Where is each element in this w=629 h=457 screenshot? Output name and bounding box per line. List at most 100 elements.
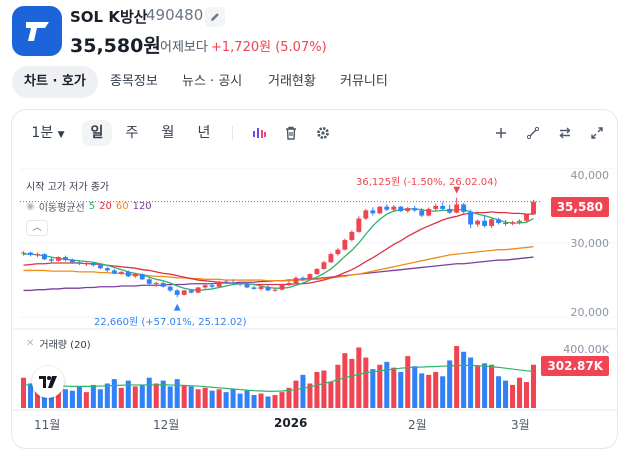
volume-bar: [69, 390, 75, 408]
volume-bar: [384, 361, 390, 408]
volume-bar: [475, 366, 481, 408]
candle-body: [279, 284, 285, 290]
period-month-button[interactable]: 월: [161, 125, 175, 141]
period-day-button[interactable]: 일: [82, 120, 112, 146]
candle-body: [28, 252, 33, 255]
volume-y-tick: 400.00K: [563, 343, 609, 356]
candle-body: [328, 254, 334, 263]
x-tick-mar: 3월: [511, 418, 530, 432]
volume-bar: [104, 383, 110, 408]
candle-body: [398, 206, 404, 212]
ma20-label: 20: [99, 201, 112, 212]
tab-community[interactable]: 커뮤니티: [340, 74, 388, 89]
candle-body: [76, 262, 82, 264]
candle-body: [118, 271, 124, 274]
volume-bar: [314, 371, 320, 408]
candle-body: [531, 201, 536, 215]
candle-body: [55, 257, 61, 261]
volume-bar: [328, 382, 334, 408]
interval-select[interactable]: 1분 ▼: [26, 120, 70, 146]
candle-body: [160, 283, 166, 287]
candle-body: [258, 286, 264, 289]
candle-body: [489, 219, 495, 226]
candle-body: [314, 268, 320, 275]
volume-bar: [83, 392, 89, 408]
volume-bar: [251, 395, 257, 408]
candle-body: [69, 260, 75, 263]
volume-bar: [412, 366, 418, 408]
candle-body: [104, 268, 110, 271]
candle-body: [384, 206, 390, 210]
close-icon[interactable]: ✕: [26, 338, 35, 349]
delete-button[interactable]: [280, 122, 302, 144]
candle-body: [286, 283, 292, 285]
tab-chart[interactable]: 차트 · 호가: [12, 66, 98, 98]
volume-bar: [356, 347, 362, 408]
indicator-button[interactable]: [248, 122, 270, 144]
draw-line-button[interactable]: [522, 122, 544, 144]
tradingview-logo[interactable]: [32, 366, 64, 398]
price-chart[interactable]: ▼▲: [12, 110, 617, 448]
crosshair-button[interactable]: [490, 122, 512, 144]
chevron-down-icon: ▼: [57, 130, 65, 140]
period-year-button[interactable]: 년: [197, 125, 211, 141]
volume-bar: [524, 382, 530, 408]
settings-button[interactable]: [312, 122, 334, 144]
collapse-legend-button[interactable]: ︿: [26, 220, 48, 236]
toolbar-divider: [232, 126, 233, 140]
fullscreen-icon: [591, 127, 603, 139]
volume-bar: [286, 387, 292, 408]
stock-code: 490480: [146, 6, 204, 24]
volume-bar: [503, 380, 509, 408]
volume-bar: [188, 386, 194, 408]
candle-body: [132, 274, 138, 277]
current-price: 35,580원: [70, 35, 161, 57]
y-tick-20000: 20,000: [570, 306, 610, 319]
high-annotation: 36,125원 (-1.50%, 26.02.04): [356, 177, 498, 188]
candle-body: [321, 262, 327, 269]
edit-button[interactable]: [205, 7, 225, 27]
fullscreen-button[interactable]: [586, 122, 608, 144]
candle-body: [272, 289, 278, 291]
candle-body: [35, 254, 40, 256]
ma60-line: [23, 246, 534, 282]
volume-bar: [167, 386, 173, 408]
volume-bar: [76, 386, 82, 408]
candle-body: [48, 259, 54, 261]
compare-button[interactable]: [554, 122, 576, 144]
volume-bar: [216, 389, 222, 408]
candle-body: [62, 257, 68, 261]
ma120-label: 120: [132, 201, 152, 212]
candle-body: [496, 219, 502, 223]
volume-bar: [62, 389, 68, 408]
chart-card: 1분 ▼ 일 주 월 년: [12, 110, 617, 448]
volume-bar: [118, 387, 124, 408]
candle-body: [90, 263, 96, 266]
tab-trading[interactable]: 거래현황: [268, 74, 316, 89]
volume-bar: [468, 357, 474, 408]
draw-line-icon: [526, 126, 540, 140]
volume-bar: [125, 380, 131, 408]
volume-bar: [195, 389, 201, 408]
eye-off-icon[interactable]: ◉: [26, 201, 35, 212]
candle-body: [419, 210, 425, 216]
x-tick-feb: 2월: [408, 418, 427, 432]
volume-bar: [20, 377, 27, 408]
volume-bar: [398, 371, 404, 408]
tab-stock-info[interactable]: 종목정보: [110, 74, 158, 89]
period-week-button[interactable]: 주: [125, 125, 139, 141]
volume-ma-line: [23, 364, 534, 392]
candle-body: [251, 287, 257, 289]
volume-bar: [377, 364, 383, 408]
candle-body: [174, 290, 180, 295]
candle-body: [202, 285, 208, 288]
candle-body: [300, 277, 306, 280]
volume-bar: [349, 358, 355, 408]
volume-bar: [139, 384, 145, 408]
candle-body: [230, 282, 236, 284]
volume-bar: [426, 374, 432, 408]
brand-logo-icon: [26, 22, 49, 41]
tab-news[interactable]: 뉴스 · 공시: [182, 74, 243, 89]
volume-bar: [433, 371, 439, 408]
compare-icon: [559, 127, 571, 139]
